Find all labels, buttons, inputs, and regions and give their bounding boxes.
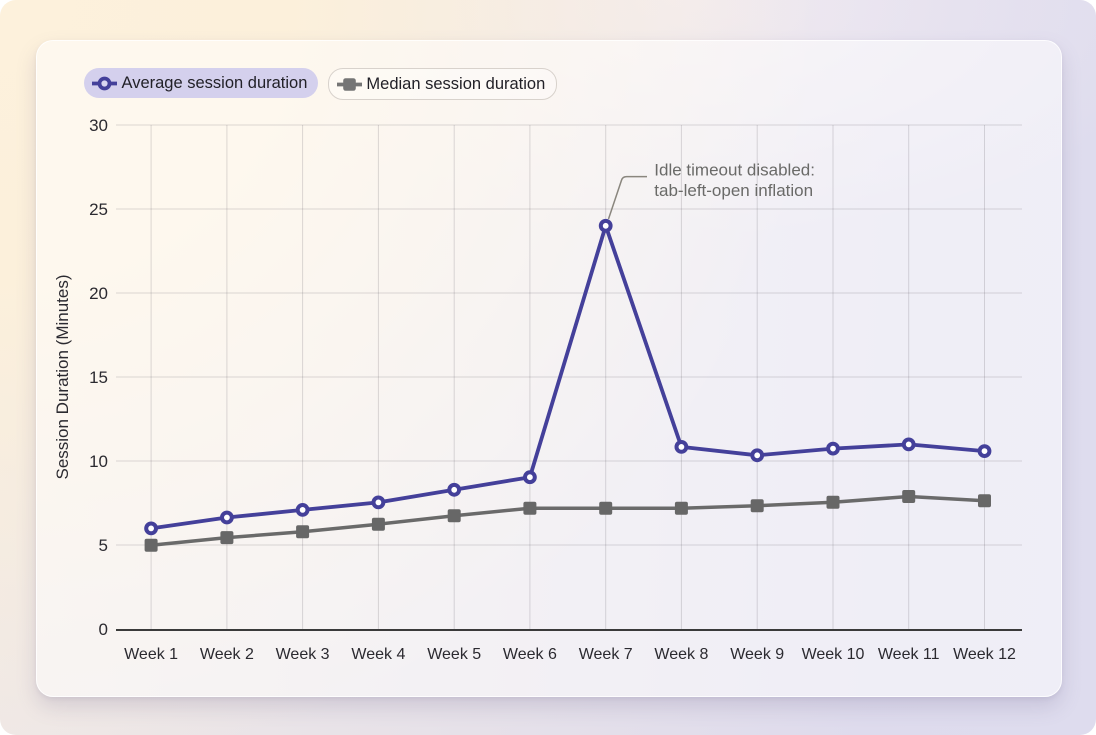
svg-text:Week 4: Week 4 <box>351 646 405 663</box>
svg-text:30: 30 <box>89 116 108 135</box>
svg-text:10: 10 <box>89 452 108 471</box>
svg-text:Week 8: Week 8 <box>654 646 708 663</box>
svg-text:Week 5: Week 5 <box>427 646 481 663</box>
svg-text:Week 1: Week 1 <box>124 646 178 663</box>
svg-text:tab-left-open inflation: tab-left-open inflation <box>654 181 813 200</box>
svg-text:Week 10: Week 10 <box>802 646 865 663</box>
svg-text:Week 6: Week 6 <box>503 646 557 663</box>
svg-text:Week 11: Week 11 <box>878 646 940 663</box>
svg-text:Week 2: Week 2 <box>200 646 254 663</box>
svg-text:5: 5 <box>99 536 108 555</box>
svg-text:25: 25 <box>89 200 108 219</box>
svg-text:Week 12: Week 12 <box>953 646 1016 663</box>
svg-text:15: 15 <box>89 368 108 387</box>
svg-text:Idle timeout disabled:: Idle timeout disabled: <box>654 160 815 179</box>
svg-text:Week 7: Week 7 <box>579 646 633 663</box>
svg-text:20: 20 <box>89 284 108 303</box>
svg-text:Session Duration (Minutes): Session Duration (Minutes) <box>53 274 72 479</box>
svg-text:0: 0 <box>99 620 108 639</box>
svg-text:Week 9: Week 9 <box>730 646 784 663</box>
svg-text:Week 3: Week 3 <box>276 646 330 663</box>
